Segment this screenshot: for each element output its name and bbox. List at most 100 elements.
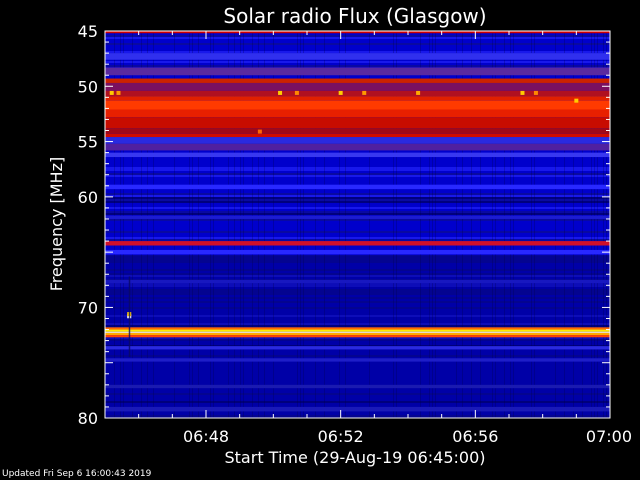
- noise-streak: [105, 355, 610, 357]
- noise-streak: [105, 401, 610, 403]
- emission-band: [105, 143, 610, 151]
- emission-band: [105, 279, 610, 284]
- x-tick-label: 07:00: [586, 427, 632, 446]
- y-axis: 45 50 55 60 70 80: [78, 22, 610, 428]
- noise-column: [480, 31, 481, 418]
- emission-band: [105, 78, 610, 83]
- noise-column: [429, 31, 430, 418]
- noise-streak: [105, 37, 610, 39]
- emission-band: [105, 100, 610, 110]
- noise-column: [492, 31, 493, 418]
- noise-column: [504, 31, 505, 418]
- emission-band: [105, 331, 610, 333]
- noise-streak: [105, 175, 610, 177]
- noise-column: [591, 31, 592, 418]
- noise-column: [420, 31, 421, 418]
- noise-streak: [105, 257, 610, 259]
- noise-streak: [105, 297, 610, 299]
- plot-frame: [104, 30, 611, 419]
- noise-streak: [105, 273, 610, 275]
- noise-column: [531, 31, 532, 418]
- burst-point: [338, 90, 343, 95]
- burst-point: [574, 98, 579, 103]
- emission-band: [105, 249, 610, 255]
- x-axis-label: Start Time (29-Aug-19 06:45:00): [225, 448, 486, 467]
- emission-band: [105, 67, 610, 76]
- noise-column: [495, 31, 496, 418]
- noise-column: [603, 31, 604, 418]
- noise-column: [114, 31, 115, 418]
- noise-column: [369, 31, 370, 418]
- noise-column: [435, 31, 436, 418]
- emission-band: [105, 128, 610, 134]
- noise-column: [273, 31, 274, 418]
- noise-column: [174, 31, 175, 418]
- burst-point: [116, 90, 121, 95]
- noise-column: [471, 31, 472, 418]
- noise-column: [210, 31, 211, 418]
- noise-column: [513, 31, 514, 418]
- emission-band: [105, 215, 610, 219]
- noise-streak: [105, 207, 610, 209]
- noise-column: [243, 31, 244, 418]
- y-tick-label: 70: [78, 298, 98, 317]
- x-tick-label: 06:52: [318, 427, 364, 446]
- y-tick-label: 45: [78, 22, 98, 41]
- emission-band: [105, 406, 610, 412]
- noise-streak: [105, 167, 610, 169]
- x-axis: 06:48 06:52 06:56 07:00: [138, 31, 632, 446]
- y-tick-label: 60: [78, 188, 98, 207]
- burst-point: [416, 90, 421, 95]
- emission-band: [105, 31, 610, 34]
- noise-streak: [105, 197, 610, 199]
- noise-column: [213, 31, 214, 418]
- noise-column: [123, 31, 124, 418]
- noise-column: [396, 31, 397, 418]
- noise-streak: [105, 201, 610, 203]
- emission-band: [105, 346, 610, 350]
- emission-band: [105, 184, 610, 190]
- emission-band: [105, 96, 610, 101]
- noise-column: [573, 31, 574, 418]
- noise-column: [594, 31, 595, 418]
- noise-streak: [105, 415, 610, 417]
- noise-streak: [105, 239, 610, 241]
- noise-streak: [105, 35, 610, 37]
- noise-streak: [105, 213, 610, 215]
- y-tick-label: 55: [78, 133, 98, 152]
- noise-column: [315, 31, 316, 418]
- noise-streak: [105, 237, 610, 239]
- noise-column: [462, 31, 463, 418]
- burst-point: [362, 90, 367, 95]
- noise-streak: [105, 259, 610, 261]
- noise-streak: [105, 393, 610, 395]
- noise-streak: [105, 219, 610, 221]
- noise-streak: [105, 51, 610, 53]
- emission-band: [105, 90, 610, 97]
- emission-band: [105, 327, 610, 330]
- noise-streak: [105, 301, 610, 303]
- noise-streak: [105, 337, 610, 339]
- noise-column: [228, 31, 229, 418]
- noise-column: [345, 31, 346, 418]
- emission-band: [105, 133, 610, 138]
- noise-column: [141, 31, 142, 418]
- burst-point: [533, 90, 538, 95]
- noise-column: [120, 31, 121, 418]
- noise-streak: [105, 285, 610, 287]
- noise-column: [300, 31, 301, 418]
- noise-column: [252, 31, 253, 418]
- updated-timestamp: Updated Fri Sep 6 16:00:43 2019: [2, 469, 152, 479]
- emission-band: [105, 332, 610, 336]
- noise-streak: [105, 325, 610, 327]
- noise-streak: [105, 65, 610, 67]
- noise-streak: [105, 231, 610, 233]
- noise-streak: [105, 43, 610, 45]
- noise-column: [555, 31, 556, 418]
- x-tick-label: 06:48: [183, 427, 229, 446]
- noise-streak: [105, 199, 610, 201]
- emission-band: [105, 53, 610, 60]
- noise-column: [510, 31, 511, 418]
- emission-band: [105, 117, 610, 129]
